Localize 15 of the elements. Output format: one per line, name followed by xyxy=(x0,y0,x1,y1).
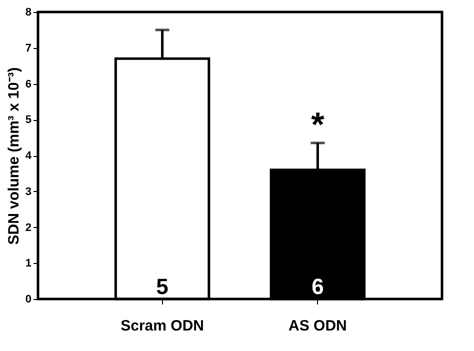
annotation: 5 xyxy=(156,274,168,299)
annotation: 6 xyxy=(312,274,324,299)
y-tick-label: 1 xyxy=(25,258,32,270)
annotation: * xyxy=(311,106,326,144)
x-tick-label: AS ODN xyxy=(288,318,347,334)
y-tick-label: 6 xyxy=(25,78,32,90)
y-tick-label: 2 xyxy=(25,222,32,234)
y-tick-label: 5 xyxy=(25,114,32,126)
y-tick-label: 3 xyxy=(25,186,32,198)
y-tick-label: 8 xyxy=(25,6,32,18)
y-tick-label: 7 xyxy=(25,42,32,54)
y-tick-label: 0 xyxy=(25,294,32,306)
x-tick-label: Scram ODN xyxy=(120,318,204,334)
y-tick-label: 4 xyxy=(25,150,32,162)
y-axis-title: SDN volume (mm³ x 10⁻³) xyxy=(5,67,22,245)
